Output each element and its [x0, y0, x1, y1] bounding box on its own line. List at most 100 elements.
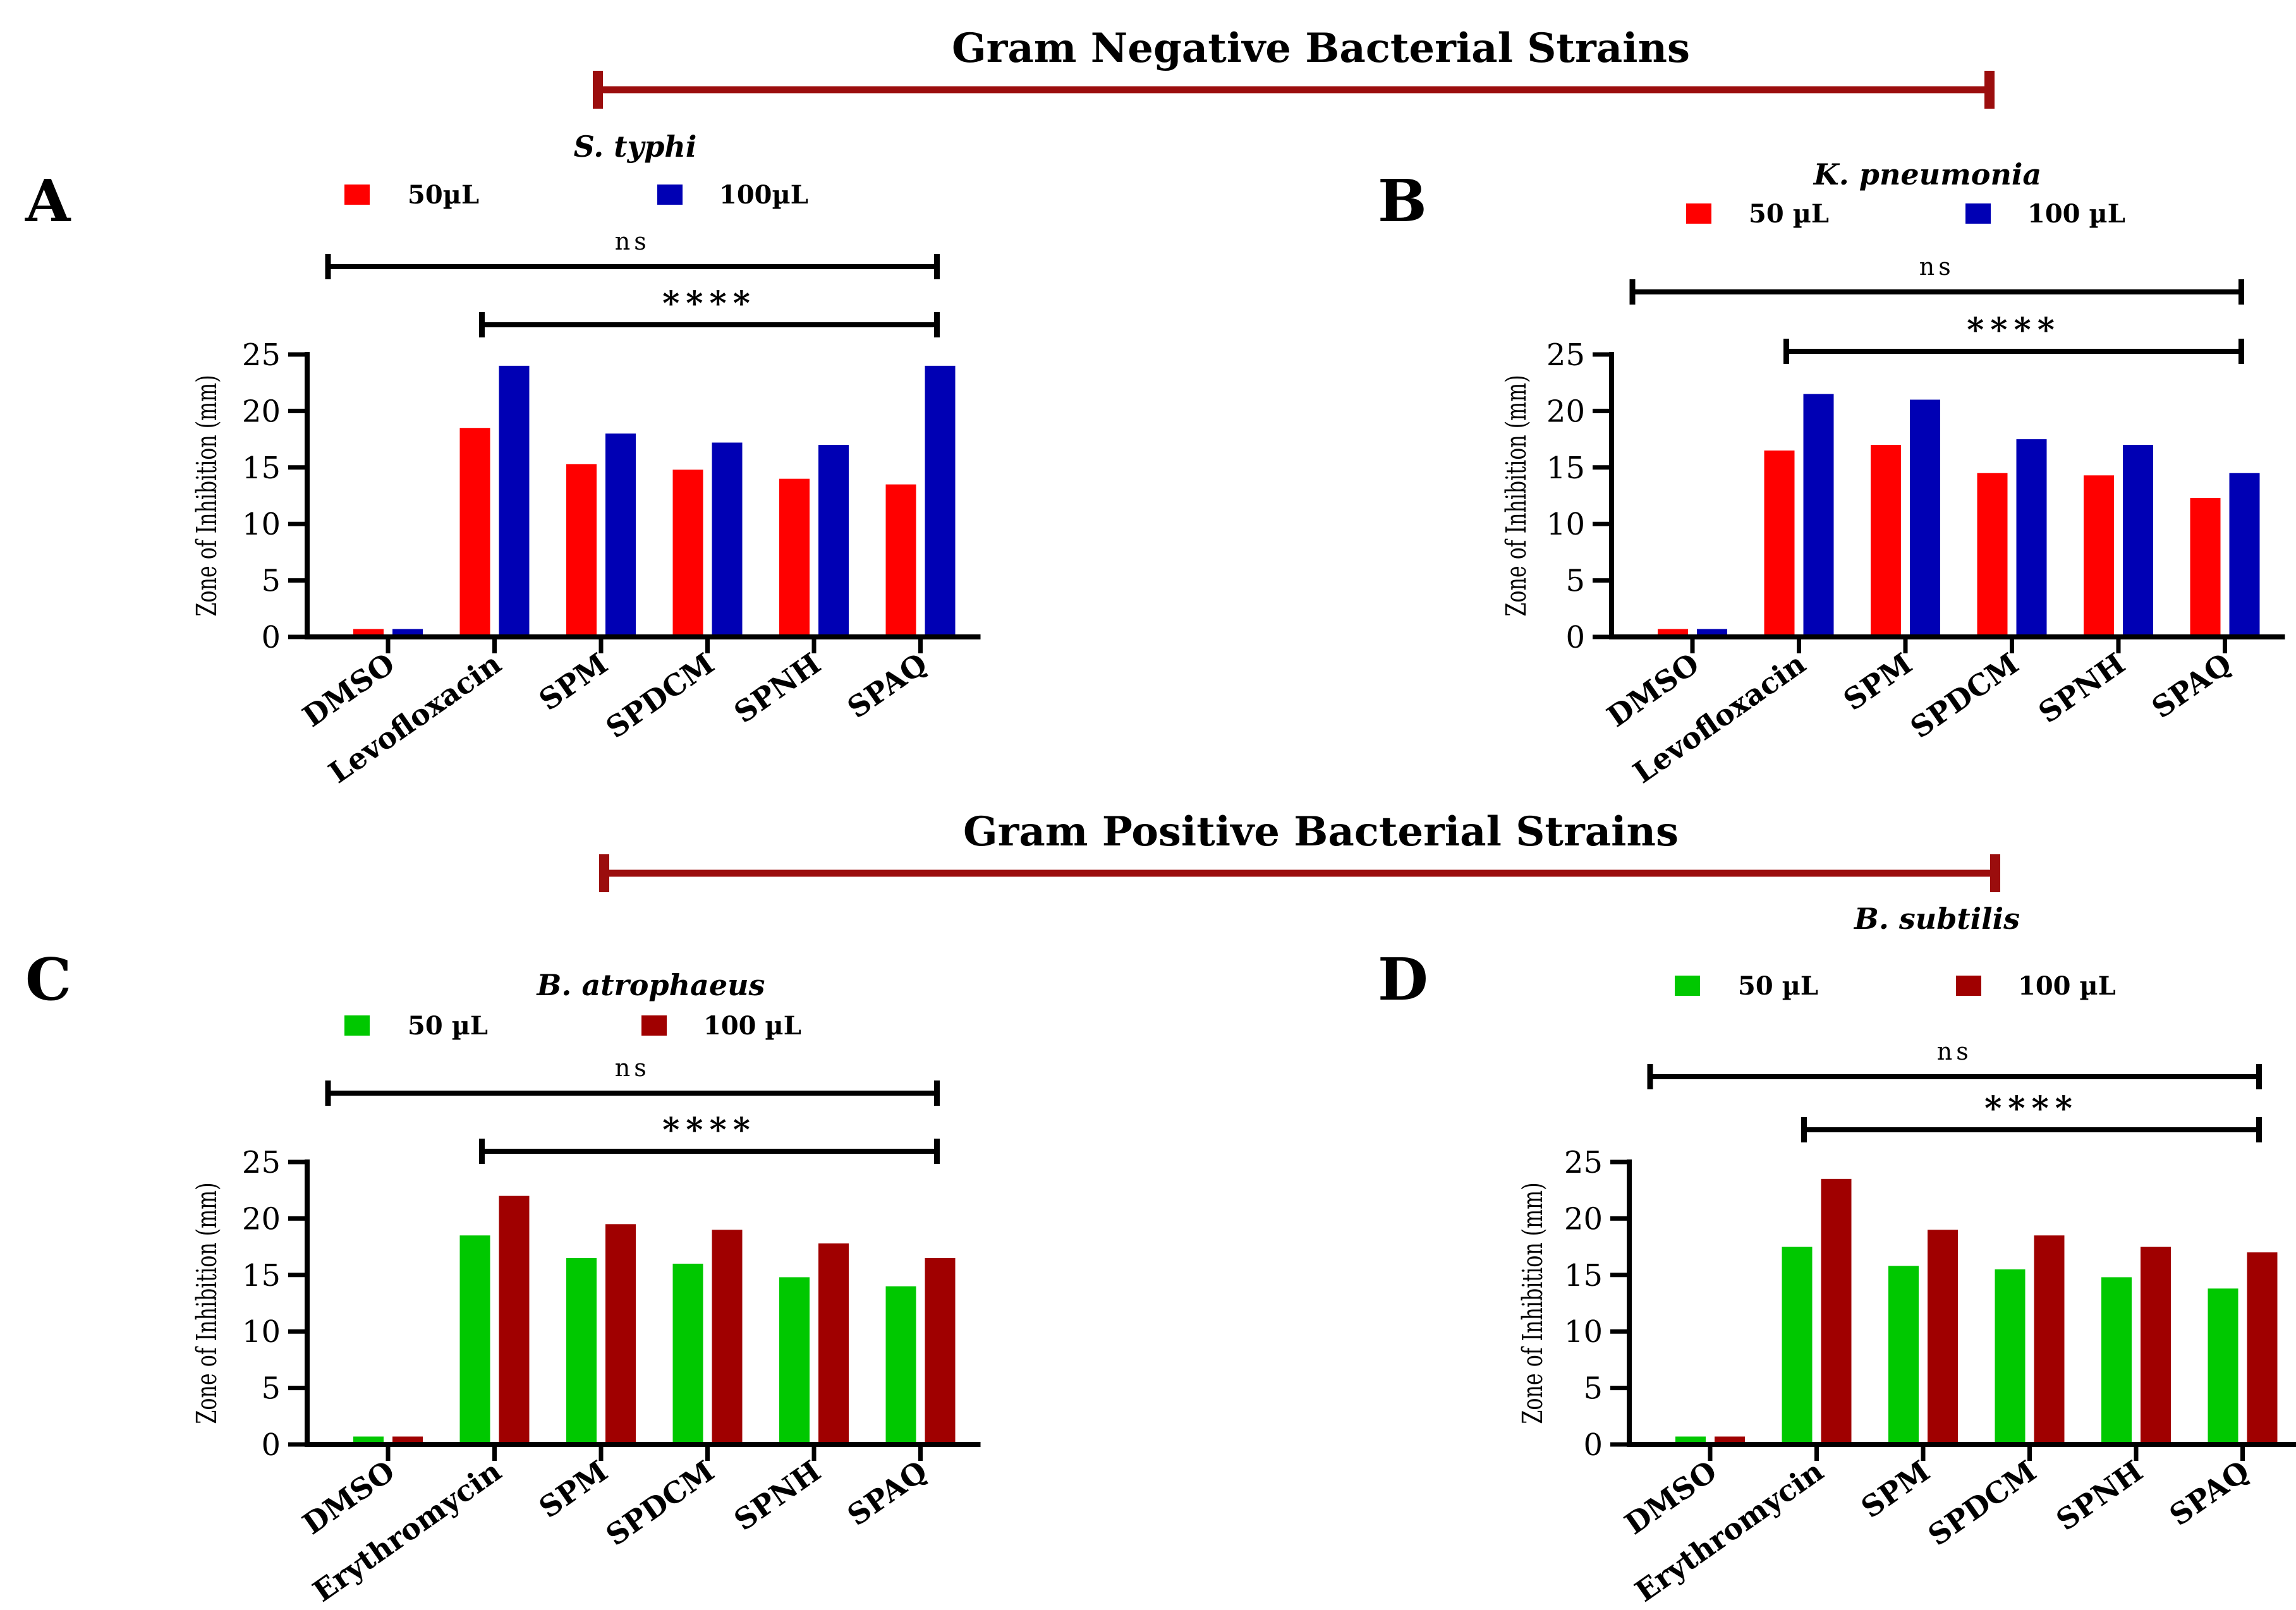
panel-letter: A: [25, 167, 71, 235]
bar-erythromycin-100ul: [1821, 1178, 1852, 1444]
panel-a: A S. typhi 50µL 100µL ns **** Zone of Inhibiti…: [25, 130, 981, 790]
y-tick-label: 25: [242, 337, 281, 373]
y-tick-label: 5: [1565, 564, 1585, 599]
x-tick-label-spdcm: SPDCM: [1922, 1454, 2043, 1552]
x-tick-label-spaq: SPAQ: [2146, 646, 2238, 725]
chart-title: B. subtilis: [1853, 902, 2020, 936]
bar-levofloxacin-100ul: [1803, 394, 1834, 637]
bar-spdcm-100ul: [2034, 1235, 2065, 1444]
y-tick-label: 20: [242, 1201, 281, 1237]
x-tick-label-spaq: SPAQ: [841, 1454, 933, 1533]
bar-spm-50ul: [1888, 1266, 1919, 1444]
bar-spm-100ul: [605, 1224, 636, 1444]
y-tick-label: 25: [242, 1145, 281, 1180]
x-tick-label-erythromycin: Erythromycin: [1629, 1454, 1830, 1609]
bar-spdcm-100ul: [712, 442, 743, 637]
bar-spnh-100ul: [818, 445, 849, 637]
y-tick-label: 20: [242, 394, 281, 429]
significance-ns-label: ns: [1937, 1038, 1972, 1065]
legend-swatch-2: [1965, 203, 1991, 224]
x-tick-label-spnh: SPNH: [2050, 1454, 2149, 1537]
significance-ns-label: ns: [615, 1054, 650, 1082]
bar-levofloxacin-100ul: [499, 365, 530, 637]
y-tick-label: 5: [1583, 1371, 1603, 1407]
bar-spnh-100ul: [2123, 445, 2153, 637]
x-tick-label-spm: SPM: [533, 1454, 614, 1525]
bar-spnh-50ul: [779, 478, 810, 637]
bar-spnh-50ul: [2084, 475, 2114, 637]
y-tick-label: 25: [1564, 1145, 1603, 1180]
bar-spnh-100ul: [2141, 1247, 2171, 1444]
y-tick-label: 10: [1564, 1314, 1603, 1350]
y-tick-label: 0: [1583, 1427, 1603, 1463]
x-tick-label-spm: SPM: [1837, 646, 1918, 717]
legend-swatch-1: [344, 185, 370, 205]
bar-spdcm-50ul: [672, 469, 703, 637]
bar-spdcm-100ul: [712, 1230, 743, 1444]
bar-spnh-100ul: [818, 1243, 849, 1444]
y-axis-label: Zone of Inhibition (mm): [191, 1182, 224, 1424]
x-tick-label-spm: SPM: [533, 646, 614, 717]
bar-spdcm-50ul: [1977, 473, 2008, 637]
x-tick-label-spaq: SPAQ: [841, 646, 933, 725]
bar-spaq-100ul: [2247, 1252, 2278, 1444]
x-tick-label-spnh: SPNH: [2032, 646, 2132, 730]
legend-label-2: 100 µL: [703, 1011, 801, 1041]
significance-ns-label: ns: [615, 227, 650, 255]
bar-spdcm-100ul: [2016, 439, 2047, 637]
bar-spm-50ul: [566, 1257, 597, 1444]
legend-swatch-2: [1956, 976, 1981, 996]
bar-erythromycin-50ul: [1782, 1247, 1813, 1444]
gram-positive-header: Gram Positive Bacterial Strains: [599, 808, 2000, 892]
chart-title: K. pneumonia: [1813, 157, 2041, 191]
y-axis-label: Zone of Inhibition (mm): [191, 375, 224, 616]
y-tick-label: 5: [261, 1371, 281, 1407]
bar-spm-100ul: [1928, 1230, 1958, 1444]
panel-letter: B: [1378, 167, 1427, 235]
legend-label-1: 50µL: [408, 180, 479, 210]
y-tick-label: 20: [1546, 394, 1585, 429]
legend-label-1: 50 µL: [408, 1011, 488, 1041]
chart-panels: A S. typhi 50µL 100µL ns **** Zone of Inhibiti…: [25, 130, 2296, 1609]
panel-b: B K. pneumonia 50 µL 100 µL ns **** Zone of In…: [1378, 157, 2285, 790]
bar-spnh-50ul: [2101, 1277, 2132, 1444]
panel-letter: D: [1378, 945, 1428, 1014]
bar-spdcm-50ul: [1995, 1269, 2026, 1444]
legend-label-1: 50 µL: [1749, 199, 1829, 229]
legend-swatch-2: [657, 185, 683, 205]
significance-stars-label: ****: [1967, 311, 2061, 349]
bar-spaq-100ul: [925, 365, 956, 637]
y-tick-label: 10: [242, 507, 281, 542]
y-tick-label: 15: [242, 451, 281, 486]
y-axis-label: Zone of Inhibition (mm): [1500, 375, 1533, 616]
y-tick-label: 0: [261, 1427, 281, 1463]
bar-spaq-50ul: [2190, 498, 2221, 637]
bar-spaq-50ul: [885, 1286, 916, 1444]
y-tick-label: 15: [1564, 1258, 1603, 1293]
y-tick-label: 15: [1546, 451, 1585, 486]
panel-d: D B. subtilis 50 µL 100 µL ns **** Zone of Inh…: [1378, 902, 2296, 1609]
bar-spaq-50ul: [885, 484, 916, 637]
panel-c: C B. atrophaeus 50 µL 100 µL ns **** Zone of I…: [25, 945, 981, 1609]
significance-stars-label: ****: [662, 284, 756, 323]
significance-ns-label: ns: [1919, 253, 1955, 281]
x-tick-label-spaq: SPAQ: [2163, 1454, 2256, 1533]
y-tick-label: 10: [242, 1314, 281, 1350]
legend-label-1: 50 µL: [1738, 971, 1818, 1001]
x-tick-label-spm: SPM: [1855, 1454, 1936, 1525]
panel-letter: C: [25, 945, 71, 1014]
x-tick-label-spdcm: SPDCM: [1904, 646, 2025, 745]
y-tick-label: 20: [1564, 1201, 1603, 1237]
y-tick-label: 0: [261, 620, 281, 655]
x-tick-label-spdcm: SPDCM: [600, 1454, 720, 1552]
gram-negative-title: Gram Negative Bacterial Strains: [952, 25, 1690, 72]
bar-spm-50ul: [566, 464, 597, 637]
legend-label-2: 100 µL: [2027, 199, 2125, 229]
bar-spaq-100ul: [925, 1257, 956, 1444]
bar-spm-100ul: [1910, 399, 1940, 637]
gram-negative-header: Gram Negative Bacterial Strains: [593, 25, 1995, 109]
bar-levofloxacin-50ul: [1764, 450, 1795, 637]
chart-title: B. atrophaeus: [536, 968, 765, 1002]
x-tick-label-spnh: SPNH: [728, 646, 827, 730]
